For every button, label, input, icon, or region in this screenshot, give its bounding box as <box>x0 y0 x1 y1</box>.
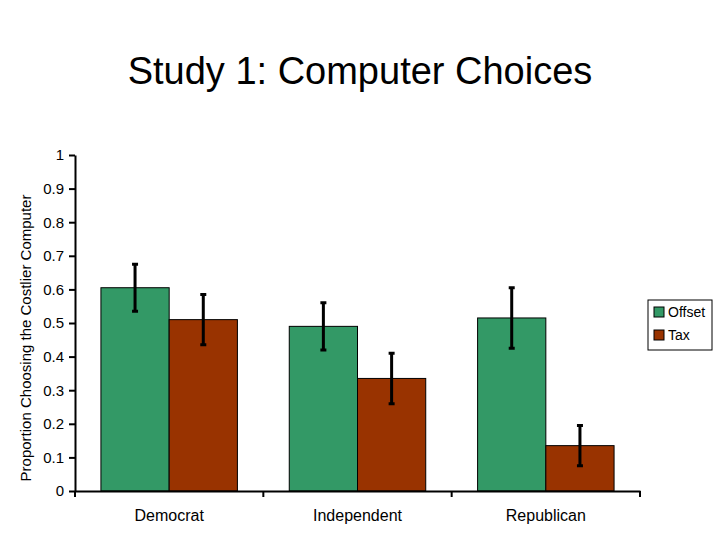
error-bar <box>320 303 326 350</box>
x-tick: Democrat <box>134 491 204 524</box>
y-tick-mark <box>69 289 75 291</box>
plot-area <box>101 264 614 491</box>
x-axis: Democrat Independent Republican <box>75 491 641 524</box>
x-tick-label: Democrat <box>134 507 204 524</box>
y-tick: 0.5 <box>43 314 75 331</box>
y-tick-label: 0.3 <box>43 382 64 399</box>
bar <box>101 288 169 491</box>
y-tick-label: 0.4 <box>43 348 64 365</box>
category-boundary <box>74 491 76 497</box>
y-tick: 0.8 <box>43 214 75 231</box>
x-tick: Republican <box>506 491 586 524</box>
legend: Offset Tax <box>648 300 712 350</box>
y-tick-label: 0.6 <box>43 281 64 298</box>
category-boundary <box>451 491 453 497</box>
category-boundary <box>639 491 641 497</box>
y-tick-label: 0.1 <box>43 449 64 466</box>
error-bar <box>577 425 583 465</box>
title: Study 1: Computer Choices <box>128 50 593 92</box>
error-bar <box>132 264 138 311</box>
y-tick: 0.6 <box>43 281 75 298</box>
x-axis-line <box>76 491 641 493</box>
y-tick: 0.4 <box>43 348 75 365</box>
y-tick-mark <box>69 457 75 459</box>
y-tick-label: 0.2 <box>43 415 64 432</box>
y-tick-mark <box>69 423 75 425</box>
y-tick: 0.9 <box>43 180 75 197</box>
category-boundary <box>262 491 264 497</box>
y-tick-label: 0.5 <box>43 314 64 331</box>
y-tick-mark <box>69 323 75 325</box>
y-tick-mark <box>69 390 75 392</box>
error-bar <box>509 288 515 348</box>
y-tick-mark <box>69 222 75 224</box>
chart: Study 1: Computer Choices Proportion Choo… <box>0 0 720 540</box>
error-bars <box>132 264 515 350</box>
error-bars <box>200 294 583 465</box>
y-tick-label: 1 <box>56 146 64 163</box>
legend-label: Offset <box>668 304 705 320</box>
legend-frame <box>648 300 712 350</box>
x-tick-label: Republican <box>506 507 586 524</box>
y-tick: 0.3 <box>43 382 75 399</box>
error-bar <box>389 353 395 403</box>
y-tick: 0.1 <box>43 449 75 466</box>
legend-swatch <box>654 307 664 317</box>
y-tick: 0.7 <box>43 247 75 264</box>
series <box>169 320 614 491</box>
legend-swatch <box>654 330 664 340</box>
y-tick: 0.2 <box>43 415 75 432</box>
y-tick-mark <box>69 255 75 257</box>
y-tick-mark <box>69 188 75 190</box>
y-tick: 0 <box>56 482 75 499</box>
y-tick-label: 0.7 <box>43 247 64 264</box>
y-tick-label: 0.9 <box>43 180 64 197</box>
error-bar <box>200 294 206 344</box>
y-tick: 1 <box>56 146 75 163</box>
y-tick-mark <box>69 356 75 358</box>
x-tick: Independent <box>313 491 403 524</box>
y-tick-label: 0.8 <box>43 214 64 231</box>
legend-label: Tax <box>668 327 690 343</box>
y-tick-label: 0 <box>56 482 64 499</box>
y-tick-mark <box>69 155 75 157</box>
y-axis-title: Proportion Choosing the Costlier Compute… <box>17 195 34 482</box>
x-tick-label: Independent <box>313 507 403 524</box>
y-axis: 0 0.1 0.2 0.3 0.4 0.5 0.6 0.7 0.8 0.9 1 <box>43 146 75 499</box>
series <box>101 288 546 491</box>
